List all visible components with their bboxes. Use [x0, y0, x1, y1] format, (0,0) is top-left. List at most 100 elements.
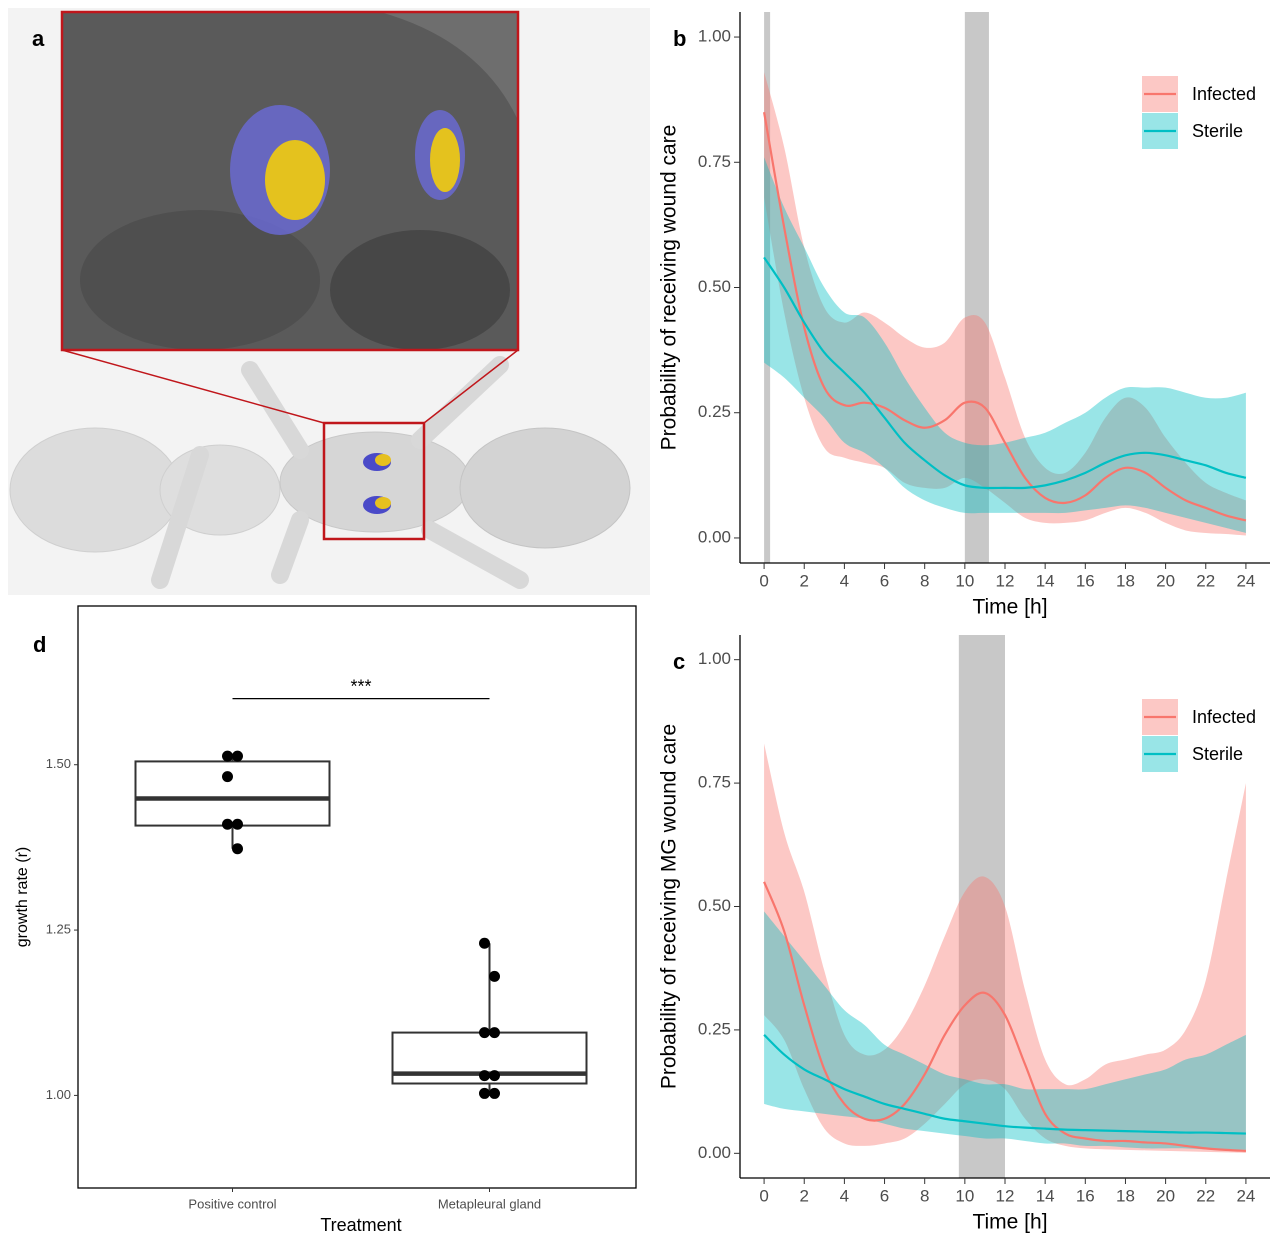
- data-point: [479, 1070, 490, 1082]
- x-tick-label: 22: [1196, 1186, 1215, 1205]
- x-tick-label: 12: [996, 571, 1015, 590]
- x-tick-label: 4: [840, 1186, 849, 1205]
- confidence-band: [764, 911, 1246, 1150]
- ant-gaster: [459, 427, 631, 549]
- y-axis-title: growth rate (r): [14, 847, 31, 947]
- ant-head: [9, 427, 181, 553]
- data-point: [479, 1027, 490, 1039]
- series-line: [763, 111, 1247, 522]
- data-point: [232, 750, 243, 762]
- gland-yellow: [265, 140, 325, 220]
- x-tick-label: 18: [1116, 571, 1135, 590]
- x-tick-label: 8: [920, 571, 929, 590]
- y-tick-label: 1.25: [46, 922, 71, 937]
- series-line: [763, 256, 1247, 490]
- data-point: [479, 937, 490, 949]
- plot-frame: [77, 605, 637, 1189]
- x-axis-title: Treatment: [320, 1215, 401, 1234]
- series-line: [763, 881, 1246, 1152]
- y-tick-label: 1.00: [698, 27, 731, 46]
- x-tick-label: 4: [840, 571, 849, 590]
- x-tick-label: 0: [759, 1186, 768, 1205]
- box: [134, 760, 331, 827]
- x-tick-label: Metapleural gland: [438, 1196, 541, 1211]
- data-point: [222, 750, 233, 762]
- line-chart: 0.000.250.500.751.000 2 4 6 8 10 12 14 16 18 20 22 2…: [658, 635, 1270, 1234]
- gland-yellow: [375, 497, 391, 509]
- panel-label: d: [33, 632, 46, 657]
- data-point: [489, 1070, 500, 1082]
- x-tick-label: 16: [1076, 1186, 1095, 1205]
- x-tick-label: 16: [1076, 571, 1095, 590]
- x-tick-label: 0: [759, 571, 768, 590]
- inset-shade: [330, 230, 510, 350]
- x-tick-label: 24: [1236, 1186, 1255, 1205]
- x-tick-label: 2: [800, 571, 809, 590]
- gland-yellow: [430, 128, 460, 192]
- inset-shade: [80, 210, 320, 350]
- x-axis-title: Time [h]: [972, 1211, 1047, 1234]
- line-chart: 0.000.250.500.751.000 2 4 6 8 10 12 14 16 18 20 22 2…: [658, 12, 1270, 619]
- legend-label: Sterile: [1192, 121, 1243, 141]
- data-point: [479, 1087, 490, 1099]
- x-tick-label: Positive control: [188, 1196, 276, 1211]
- y-tick-label: 0.75: [698, 152, 731, 171]
- confidence-band: [764, 72, 1246, 536]
- data-point: [232, 818, 243, 830]
- x-tick-label: 12: [996, 1186, 1015, 1205]
- significance-label: ***: [350, 676, 371, 696]
- gland-yellow: [375, 454, 391, 466]
- y-tick-label: 0.00: [698, 527, 731, 546]
- panel-label: c: [673, 649, 685, 674]
- x-tick-label: 6: [880, 571, 889, 590]
- shaded-range: [964, 12, 989, 563]
- y-tick-label: 0.50: [698, 277, 731, 296]
- data-point: [489, 1087, 500, 1099]
- x-tick-label: 20: [1156, 571, 1175, 590]
- y-tick-label: 0.00: [698, 1143, 731, 1162]
- y-tick-label: 1.00: [698, 649, 731, 668]
- y-tick-label: 1.00: [46, 1087, 71, 1102]
- shaded-range: [958, 635, 1005, 1178]
- x-tick-label: 2: [800, 1186, 809, 1205]
- data-point: [489, 1027, 500, 1039]
- legend-label: Infected: [1192, 84, 1256, 104]
- x-tick-label: 14: [1036, 1186, 1055, 1205]
- x-tick-label: 8: [920, 1186, 929, 1205]
- zoom-line: [61, 349, 325, 424]
- y-tick-label: 1.50: [46, 756, 71, 771]
- x-tick-label: 10: [955, 571, 974, 590]
- panel-label: b: [673, 26, 686, 51]
- x-tick-label: 24: [1236, 571, 1255, 590]
- ant-thorax: [279, 431, 471, 533]
- x-tick-label: 22: [1196, 571, 1215, 590]
- y-tick-label: 0.50: [698, 896, 731, 915]
- data-point: [222, 818, 233, 830]
- y-axis-title: Probability of receiving wound care: [658, 125, 681, 451]
- y-tick-label: 0.25: [698, 1019, 731, 1038]
- confidence-band: [764, 743, 1246, 1153]
- shaded-range: [764, 12, 771, 563]
- zoom-box: [322, 421, 426, 541]
- x-tick-label: 14: [1036, 571, 1055, 590]
- data-point: [489, 970, 500, 982]
- y-axis-title: Probability of receiving MG wound care: [658, 724, 681, 1089]
- x-tick-label: 18: [1116, 1186, 1135, 1205]
- panel-label: a: [32, 26, 45, 51]
- x-tick-label: 20: [1156, 1186, 1175, 1205]
- box-chart: 1.00 1.25 1.50 Positive control Metapleural …: [14, 605, 637, 1234]
- image-panel: a: [8, 8, 650, 595]
- legend-label: Sterile: [1192, 744, 1243, 764]
- zoom-line: [423, 349, 519, 424]
- x-axis-title: Time [h]: [972, 596, 1047, 619]
- x-tick-label: 6: [880, 1186, 889, 1205]
- data-point: [232, 843, 243, 855]
- inset-frame: [60, 10, 520, 352]
- y-tick-label: 0.25: [698, 402, 731, 421]
- x-tick-label: 10: [955, 1186, 974, 1205]
- y-tick-label: 0.75: [698, 773, 731, 792]
- confidence-band: [764, 157, 1246, 533]
- legend-label: Infected: [1192, 707, 1256, 727]
- series-line: [763, 1034, 1246, 1135]
